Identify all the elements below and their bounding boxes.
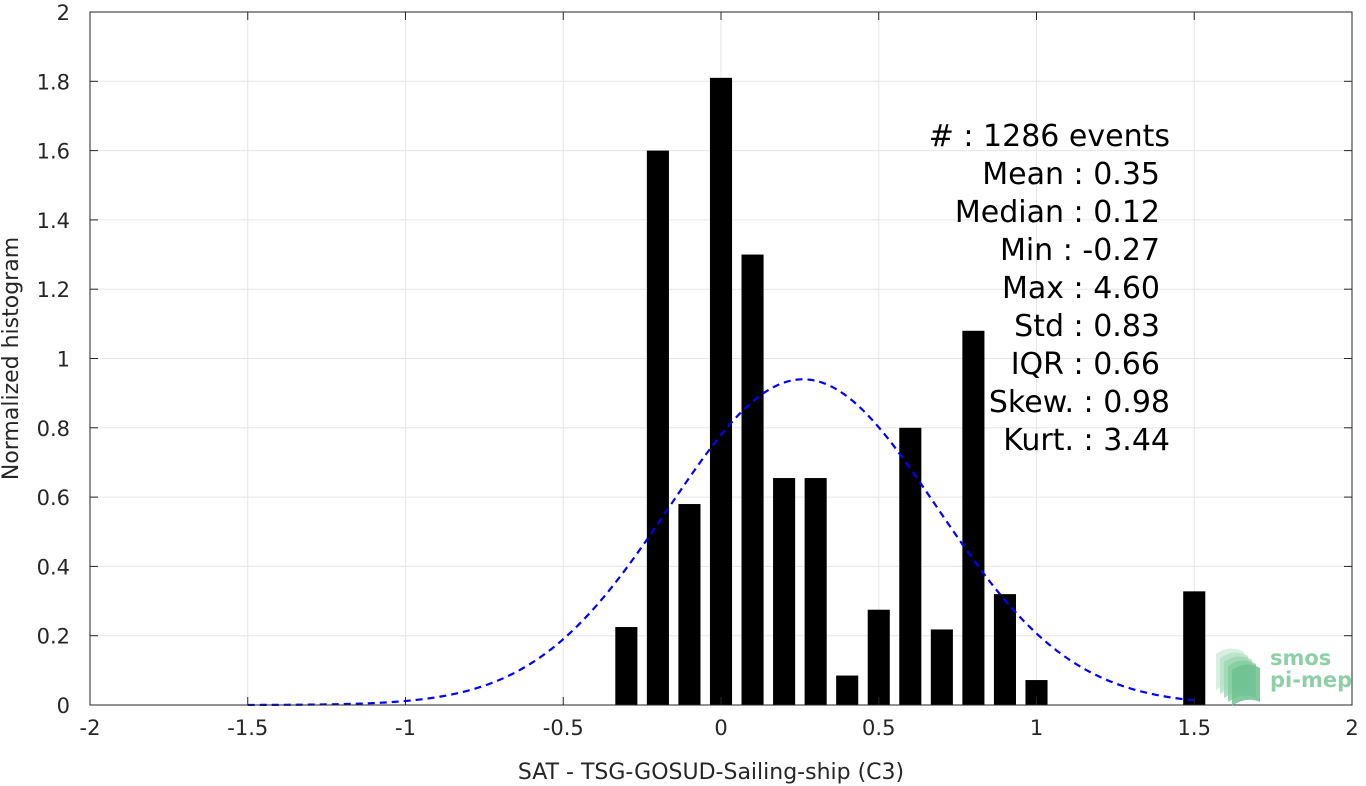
histogram-bar (1025, 680, 1048, 705)
histogram-bar (615, 627, 638, 705)
stat-line: Min : -0.27 (1000, 233, 1160, 268)
x-tick-label: 2 (1345, 716, 1358, 740)
x-tick-label: 0.5 (862, 716, 895, 740)
histogram-bar (709, 77, 733, 705)
stat-line: IQR : 0.66 (1011, 347, 1160, 382)
x-axis-label: SAT - TSG-GOSUD-Sailing-ship (C3) (518, 760, 904, 785)
y-tick-label: 0.6 (37, 486, 70, 510)
logo-text-pimep: pi-mep (1270, 668, 1352, 692)
histogram-bar (646, 150, 669, 706)
stat-line: Kurt. : 3.44 (1003, 423, 1170, 458)
histogram-bar (867, 609, 890, 705)
stat-line: Mean : 0.35 (982, 157, 1160, 192)
x-tick-label: -1 (395, 716, 416, 740)
histogram-bar (741, 254, 764, 706)
x-tick-label: 1.5 (1178, 716, 1211, 740)
x-tick-labels: -2 -1.5 -1 -0.5 0 0.5 1 1.5 2 (80, 716, 1359, 740)
y-tick-label: 0.4 (37, 555, 70, 579)
histogram-bar (804, 478, 827, 705)
stat-line: Std : 0.83 (1014, 309, 1160, 344)
histogram-bar (773, 478, 796, 705)
logo-waves-icon (1216, 648, 1260, 706)
bars (615, 77, 1206, 706)
x-tick-label: 0 (714, 716, 727, 740)
logo-wave-layer (1232, 664, 1260, 706)
x-tick-label: 1 (1030, 716, 1043, 740)
stat-line: Max : 4.60 (1002, 271, 1160, 306)
y-tick-label: 2 (57, 1, 70, 25)
stat-line: # : 1286 events (929, 119, 1170, 154)
y-tick-label: 0 (57, 694, 70, 718)
histogram-bar (930, 629, 953, 705)
y-tick-label: 0.2 (37, 625, 70, 649)
histogram-bar (993, 594, 1016, 705)
logo-text-smos: smos (1270, 646, 1331, 670)
y-axis-label: Normalized histogram (0, 237, 24, 480)
x-tick-label: -0.5 (543, 716, 584, 740)
histogram-bar (899, 427, 922, 705)
y-tick-label: 0.8 (37, 417, 70, 441)
x-tick-label: -1.5 (227, 716, 268, 740)
stat-line: Skew. : 0.98 (989, 385, 1170, 420)
y-tick-labels: 0 0.2 0.4 0.6 0.8 1 1.2 1.4 1.6 1.8 2 (37, 1, 70, 718)
y-tick-label: 1 (57, 348, 70, 372)
y-tick-label: 1.8 (37, 70, 70, 94)
histogram-bar (962, 330, 985, 705)
smos-pimep-logo: smos pi-mep (1216, 646, 1352, 706)
y-tick-label: 1.4 (37, 209, 70, 233)
y-tick-label: 1.2 (37, 278, 70, 302)
stat-line: Median : 0.12 (955, 195, 1160, 230)
axes (89, 11, 1353, 706)
histogram-bar (678, 504, 701, 705)
x-tick-label: -2 (80, 716, 101, 740)
y-tick-label: 1.6 (37, 140, 70, 164)
histogram-bar (836, 675, 859, 705)
histogram-bar (1183, 591, 1206, 705)
